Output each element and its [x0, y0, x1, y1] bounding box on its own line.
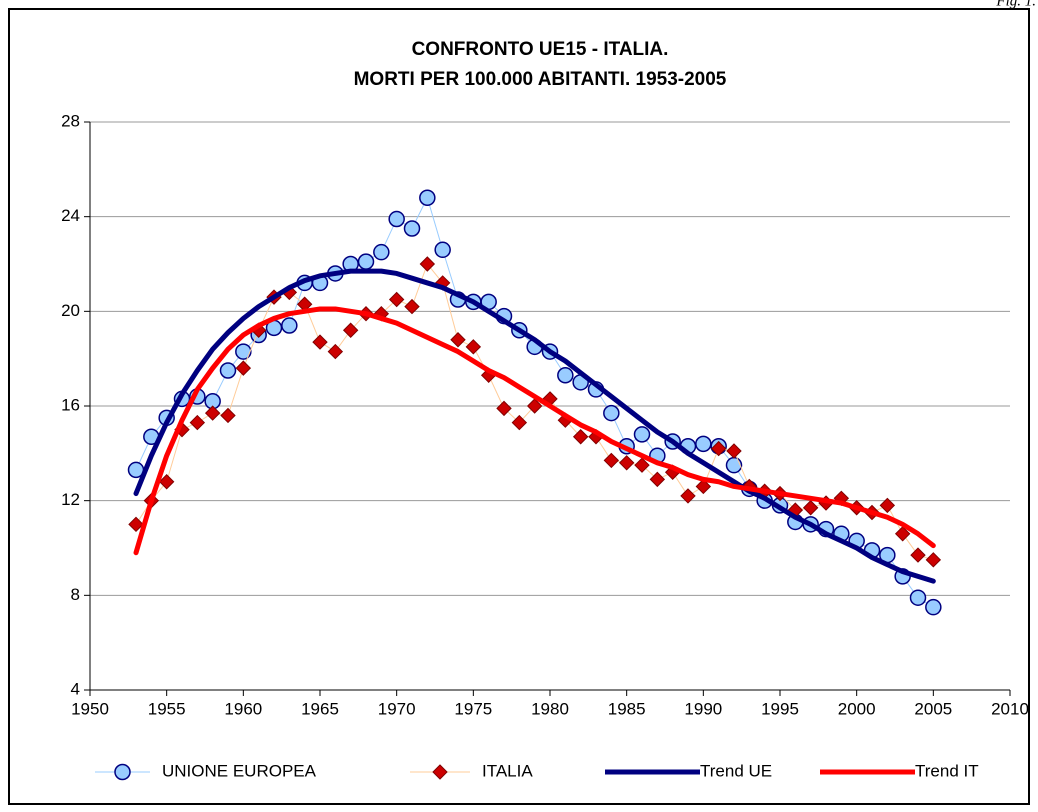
data-point — [128, 516, 144, 533]
y-tick-label: 12 — [61, 490, 80, 509]
legend-marker — [114, 763, 131, 781]
chart-title: MORTI PER 100.000 ABITANTI. 1953-2005 — [354, 69, 727, 90]
data-point — [496, 400, 512, 417]
data-point — [894, 526, 911, 542]
x-tick-label: 1950 — [71, 699, 109, 718]
data-point — [235, 343, 252, 360]
data-point — [450, 332, 466, 348]
data-point — [879, 497, 896, 514]
y-tick-label: 24 — [61, 206, 80, 225]
x-tick-label: 1990 — [684, 699, 722, 718]
data-point — [572, 429, 589, 445]
data-point — [465, 339, 482, 355]
x-tick-label: 2005 — [914, 699, 952, 718]
legend-marker — [432, 764, 448, 780]
data-point — [603, 404, 620, 422]
data-point — [388, 210, 405, 228]
figure-label: Fig. 1. — [995, 0, 1036, 9]
data-point — [342, 322, 359, 338]
x-tick-label: 1980 — [531, 699, 569, 718]
data-point — [419, 256, 436, 272]
data-point — [220, 407, 236, 424]
data-point — [725, 456, 743, 474]
data-point — [925, 552, 942, 568]
x-tick-label: 2010 — [991, 699, 1029, 718]
data-point — [695, 435, 712, 453]
chart-title: CONFRONTO UE15 - ITALIA. — [412, 39, 669, 60]
data-point — [373, 243, 390, 261]
data-point — [388, 291, 405, 308]
data-point — [526, 398, 543, 414]
data-point — [158, 474, 175, 490]
data-point — [434, 241, 451, 259]
data-point — [281, 317, 298, 334]
data-point — [925, 598, 942, 616]
x-tick-label: 1995 — [761, 699, 799, 718]
data-point — [710, 440, 727, 457]
y-tick-label: 28 — [61, 111, 80, 130]
data-point — [357, 253, 375, 270]
x-tick-label: 1975 — [454, 699, 492, 718]
y-tick-label: 4 — [71, 679, 80, 698]
x-tick-label: 1985 — [608, 699, 646, 718]
data-point — [219, 362, 237, 379]
y-tick-label: 8 — [71, 585, 80, 604]
x-tick-label: 2000 — [838, 699, 876, 718]
data-point — [695, 478, 712, 495]
y-tick-label: 16 — [61, 395, 80, 414]
data-point — [511, 414, 528, 431]
data-point — [557, 366, 574, 384]
y-tick-label: 20 — [61, 301, 80, 320]
data-point — [404, 298, 420, 315]
legend-label: Trend UE — [700, 761, 772, 780]
series-line — [133, 306, 936, 556]
data-point — [802, 500, 819, 516]
legend-label: UNIONE EUROPEA — [162, 761, 317, 780]
data-point — [634, 457, 650, 473]
data-point — [204, 405, 221, 421]
legend-label: Trend IT — [915, 761, 979, 780]
data-point — [633, 426, 651, 443]
x-tick-label: 1970 — [378, 699, 416, 718]
data-point — [618, 455, 635, 471]
data-point — [235, 360, 252, 376]
data-point — [910, 547, 926, 563]
x-tick-label: 1955 — [148, 699, 186, 718]
x-tick-label: 1960 — [224, 699, 262, 718]
x-tick-label: 1965 — [301, 699, 339, 718]
data-point — [726, 443, 742, 459]
data-point — [327, 343, 344, 360]
data-point — [680, 488, 696, 504]
data-point — [419, 189, 436, 206]
series-line — [133, 268, 936, 584]
data-point — [909, 589, 927, 606]
data-point — [189, 414, 206, 431]
data-point — [603, 452, 620, 469]
legend-label: ITALIA — [482, 761, 533, 780]
data-point — [312, 334, 328, 350]
data-point — [403, 220, 421, 237]
data-point — [649, 471, 666, 488]
